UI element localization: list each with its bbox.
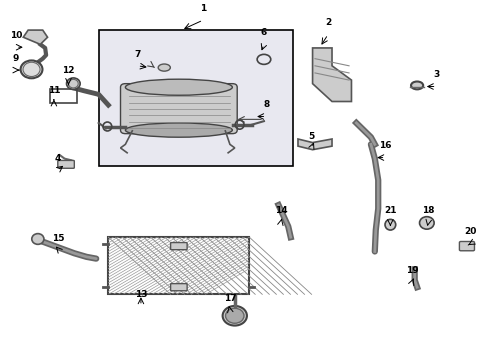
Text: 7: 7 — [134, 50, 141, 59]
Ellipse shape — [222, 306, 246, 325]
Text: 1: 1 — [200, 4, 206, 13]
Ellipse shape — [158, 64, 170, 71]
Text: 13: 13 — [134, 289, 147, 298]
Text: 16: 16 — [379, 141, 391, 150]
FancyBboxPatch shape — [170, 243, 187, 250]
Text: 15: 15 — [52, 234, 65, 243]
Text: 4: 4 — [54, 154, 61, 163]
Ellipse shape — [419, 217, 433, 229]
Text: 10: 10 — [10, 31, 22, 40]
Ellipse shape — [66, 78, 80, 89]
Text: 11: 11 — [47, 86, 60, 95]
Polygon shape — [23, 30, 47, 44]
Text: 20: 20 — [464, 228, 476, 237]
Text: 12: 12 — [62, 66, 75, 75]
Text: 14: 14 — [274, 206, 286, 215]
FancyBboxPatch shape — [99, 30, 292, 166]
Ellipse shape — [410, 81, 422, 89]
Ellipse shape — [384, 219, 395, 230]
Polygon shape — [297, 139, 331, 150]
FancyBboxPatch shape — [120, 84, 237, 134]
Ellipse shape — [125, 79, 232, 95]
FancyBboxPatch shape — [58, 161, 74, 168]
Text: 6: 6 — [260, 28, 266, 37]
Ellipse shape — [20, 60, 42, 78]
Text: 9: 9 — [13, 54, 19, 63]
Ellipse shape — [125, 123, 232, 137]
Text: 17: 17 — [223, 294, 236, 303]
Text: 19: 19 — [405, 266, 418, 275]
Text: 3: 3 — [432, 70, 439, 79]
Text: 8: 8 — [263, 100, 269, 109]
Text: 2: 2 — [325, 18, 330, 27]
Ellipse shape — [225, 308, 244, 323]
Text: 18: 18 — [421, 206, 434, 215]
Ellipse shape — [32, 234, 44, 244]
Text: 21: 21 — [384, 206, 396, 215]
FancyBboxPatch shape — [108, 237, 249, 294]
Text: 5: 5 — [308, 132, 314, 141]
Polygon shape — [312, 48, 351, 102]
FancyBboxPatch shape — [458, 242, 473, 251]
FancyBboxPatch shape — [170, 284, 187, 291]
